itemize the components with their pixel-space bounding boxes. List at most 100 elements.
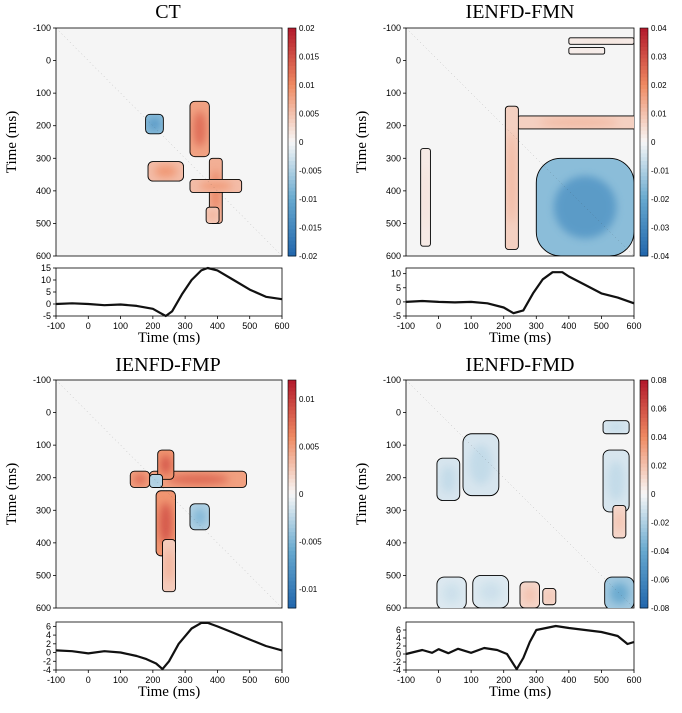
colorbar-swatch xyxy=(640,433,648,438)
colorbar-swatch xyxy=(288,221,296,227)
erp-x-tick-label: -100 xyxy=(47,321,65,331)
erp-x-tick-label: 200 xyxy=(145,321,160,331)
y-tick-label: 400 xyxy=(386,186,401,196)
cluster-core xyxy=(469,444,493,485)
colorbar-swatch xyxy=(640,183,648,189)
colorbar-swatch xyxy=(288,425,296,430)
colorbar-swatch xyxy=(288,581,296,586)
erp-y-tick-label: 15 xyxy=(41,263,51,273)
colorbar-swatch xyxy=(640,425,648,430)
erp-x-tick-label: -100 xyxy=(397,675,415,685)
colorbar-tick-label: 0 xyxy=(299,490,304,499)
colorbar-tick-label: 0.03 xyxy=(651,53,667,62)
erp-x-tick-label: 300 xyxy=(529,675,544,685)
cluster-outline xyxy=(542,588,557,606)
erp-x-tick-label: 500 xyxy=(242,321,257,331)
y-tick-label: 0 xyxy=(396,408,401,418)
colorbar-swatch xyxy=(640,199,648,204)
erp-y-tick-label: 4 xyxy=(396,633,401,643)
colorbar-swatch xyxy=(640,111,648,116)
colorbar-swatch xyxy=(288,92,296,97)
colorbar-swatch xyxy=(288,115,296,120)
colorbar-swatch xyxy=(288,387,296,392)
colorbar-swatch xyxy=(640,486,648,491)
colorbar-tick-label: 0.005 xyxy=(299,110,320,119)
cluster-outline xyxy=(436,457,461,501)
colorbar-swatch xyxy=(640,459,648,465)
colorbar-swatch xyxy=(640,497,648,503)
erp-x-tick-label: 500 xyxy=(242,675,257,685)
chart-title: IENFD-FMP xyxy=(115,354,221,376)
colorbar-swatch xyxy=(640,210,648,215)
erp-x-tick-label: 200 xyxy=(496,321,511,331)
colorbar-swatch xyxy=(640,562,648,567)
colorbar-swatch xyxy=(640,28,648,33)
colorbar-swatch xyxy=(640,585,648,590)
erp-x-tick-label: 500 xyxy=(594,675,609,685)
colorbar-swatch xyxy=(288,566,296,571)
erp-y-tick-label: 5 xyxy=(46,287,51,297)
colorbar-swatch xyxy=(640,77,648,82)
cluster-core xyxy=(523,586,537,604)
colorbar-swatch xyxy=(288,448,296,453)
colorbar-swatch xyxy=(640,164,648,170)
colorbar-swatch xyxy=(640,596,648,601)
erp-x-tick-label: 400 xyxy=(210,321,225,331)
colorbar-swatch xyxy=(288,123,296,128)
cluster-core xyxy=(441,465,456,493)
y-tick-label: -100 xyxy=(33,375,51,385)
erp-x-tick-label: 100 xyxy=(464,321,479,331)
chart-title: IENFD-FMD xyxy=(466,354,575,376)
colorbar-tick-label: 0.06 xyxy=(651,405,667,414)
y-tick-label: 200 xyxy=(36,473,51,483)
erp-y-tick-label: -4 xyxy=(43,665,51,675)
colorbar-swatch xyxy=(288,543,296,548)
colorbar-swatch xyxy=(640,402,648,408)
erp-y-tick-label: -5 xyxy=(393,311,401,321)
colorbar-swatch xyxy=(288,535,296,541)
colorbar-swatch xyxy=(288,195,296,200)
cluster-outline xyxy=(189,100,210,158)
y-tick-label: 300 xyxy=(386,153,401,163)
colorbar-swatch xyxy=(288,596,296,601)
colorbar-swatch xyxy=(288,577,296,582)
diagonal xyxy=(406,380,634,608)
colorbar-swatch xyxy=(640,134,648,139)
colorbar-swatch xyxy=(640,161,648,166)
y-tick-label: -100 xyxy=(383,23,401,33)
colorbar-swatch xyxy=(640,577,648,582)
colorbar-tick-label: -0.02 xyxy=(651,519,670,528)
colorbar-swatch xyxy=(640,494,648,499)
colorbar-swatch xyxy=(640,410,648,415)
cluster-core xyxy=(160,455,171,475)
cluster-layer xyxy=(406,28,634,256)
colorbar-swatch xyxy=(640,532,648,537)
colorbar-swatch xyxy=(288,494,296,499)
colorbar-swatch xyxy=(640,50,648,56)
colorbar-swatch xyxy=(640,202,648,208)
colorbar-swatch xyxy=(640,509,648,514)
colorbar-swatch xyxy=(288,161,296,166)
cluster-core xyxy=(193,111,206,147)
cluster-core xyxy=(133,474,147,485)
colorbar-swatch xyxy=(288,532,296,537)
colorbar-swatch xyxy=(288,39,296,44)
colorbar-swatch xyxy=(640,380,648,385)
erp-axes xyxy=(55,267,283,317)
cluster-core xyxy=(208,210,217,221)
colorbar-swatch xyxy=(640,225,648,230)
y-tick-label: 400 xyxy=(386,538,401,548)
erp-x-tick-label: -100 xyxy=(47,675,65,685)
colorbar-swatch xyxy=(640,421,648,427)
colorbar-swatch xyxy=(640,539,648,544)
colorbar-swatch xyxy=(288,50,296,56)
colorbar-swatch xyxy=(640,482,648,487)
colorbar-swatch xyxy=(288,395,296,400)
colorbar-swatch xyxy=(288,225,296,230)
erp-y-tick-label: -4 xyxy=(393,665,401,675)
colorbar-swatch xyxy=(288,604,296,609)
colorbar-swatch xyxy=(288,73,296,78)
cluster-core xyxy=(607,423,625,432)
